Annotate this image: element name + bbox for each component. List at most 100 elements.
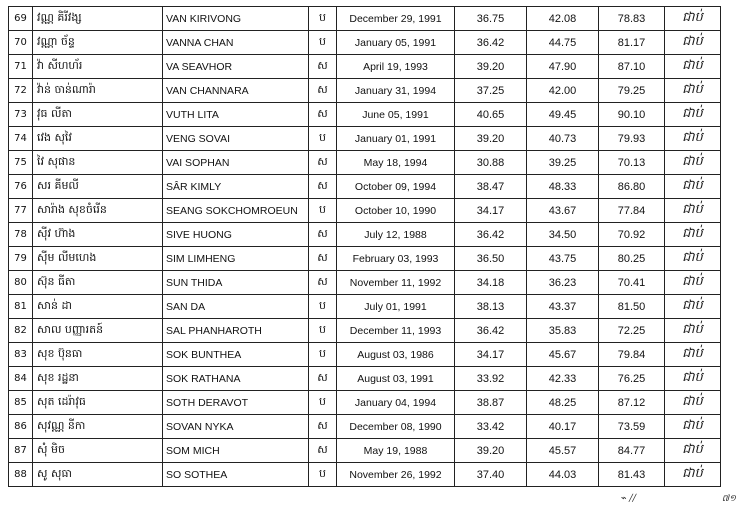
score-1: 34.18: [454, 270, 527, 295]
table-row: 71 វ៉ា សីហហ័រ VA SEAVHOR ស April 19, 1993 39.…: [8, 54, 721, 79]
table-row: 69 វណ្ណ គិរីវង្ស VAN KIRIVONG ប December 29,…: [8, 6, 721, 31]
latin-name: SOK RATHANA: [162, 366, 309, 391]
date-of-birth: November 11, 1992: [336, 270, 455, 295]
date-of-birth: May 18, 1994: [336, 150, 455, 175]
total-score: 70.41: [598, 270, 665, 295]
score-1: 40.65: [454, 102, 527, 127]
result-mark: ជាប់: [664, 198, 721, 223]
score-2: 47.90: [526, 54, 599, 79]
score-2: 44.03: [526, 462, 599, 487]
score-1: 36.50: [454, 246, 527, 271]
table-row: 74 វេង សុវៃ VENG SOVAI ប January 01, 1991 39.…: [8, 126, 721, 151]
khmer-name: ស៊ីវ ហ៊ាង: [32, 222, 163, 247]
result-mark: ជាប់: [664, 246, 721, 271]
results-table: 69 វណ្ណ គិរីវង្ស VAN KIRIVONG ប December 29,…: [8, 6, 721, 487]
latin-name: VENG SOVAI: [162, 126, 309, 151]
table-row: 87 សុំ មិច SOM MICH ស May 19, 1988 39.20 45.57…: [8, 438, 721, 463]
sex: ស: [308, 438, 337, 463]
total-score: 73.59: [598, 414, 665, 439]
khmer-name: វ៉ាន់ ចាន់ណារ៉ា: [32, 78, 163, 103]
table-row: 88 សូ សុធា SO SOTHEA ប November 26, 1992 37.4…: [8, 462, 721, 487]
total-score: 81.43: [598, 462, 665, 487]
date-of-birth: December 08, 1990: [336, 414, 455, 439]
latin-name: VA SEAVHOR: [162, 54, 309, 79]
date-of-birth: January 04, 1994: [336, 390, 455, 415]
score-1: 39.20: [454, 54, 527, 79]
khmer-name: វ៉ា សីហហ័រ: [32, 54, 163, 79]
date-of-birth: July 12, 1988: [336, 222, 455, 247]
sex: ប: [308, 294, 337, 319]
latin-name: SIVE HUONG: [162, 222, 309, 247]
row-number: 74: [8, 126, 33, 151]
total-score: 81.17: [598, 30, 665, 55]
khmer-name: សុខ ប៊ុនធា: [32, 342, 163, 367]
score-2: 48.25: [526, 390, 599, 415]
total-score: 80.25: [598, 246, 665, 271]
score-1: 37.25: [454, 78, 527, 103]
date-of-birth: December 29, 1991: [336, 6, 455, 31]
table-row: 73 វុធ លីតា VUTH LITA ស June 05, 1991 40.65 49…: [8, 102, 721, 127]
score-2: 44.75: [526, 30, 599, 55]
table-row: 75 វៃ សុផាន VAI SOPHAN ស May 18, 1994 30.88 39…: [8, 150, 721, 175]
latin-name: VAN KIRIVONG: [162, 6, 309, 31]
sex: ស: [308, 246, 337, 271]
sex: ប: [308, 390, 337, 415]
result-mark: ជាប់: [664, 342, 721, 367]
khmer-name: សាន់ ដា: [32, 294, 163, 319]
date-of-birth: January 31, 1994: [336, 78, 455, 103]
khmer-name: វេង សុវៃ: [32, 126, 163, 151]
row-number: 78: [8, 222, 33, 247]
score-2: 45.57: [526, 438, 599, 463]
score-2: 43.75: [526, 246, 599, 271]
row-number: 85: [8, 390, 33, 415]
row-number: 70: [8, 30, 33, 55]
result-mark: ជាប់: [664, 390, 721, 415]
row-number: 82: [8, 318, 33, 343]
result-mark: ជាប់: [664, 54, 721, 79]
khmer-name: ស៊ុន ធីតា: [32, 270, 163, 295]
total-score: 87.12: [598, 390, 665, 415]
row-number: 80: [8, 270, 33, 295]
table-row: 72 វ៉ាន់ ចាន់ណារ៉ា VAN CHANNARA ស January 31…: [8, 78, 721, 103]
sex: ស: [308, 78, 337, 103]
row-number: 81: [8, 294, 33, 319]
khmer-name: សុខ រដ្ឋនា: [32, 366, 163, 391]
score-2: 35.83: [526, 318, 599, 343]
total-score: 79.25: [598, 78, 665, 103]
latin-name: SEANG SOKCHOMROEUN: [162, 198, 309, 223]
table-row: 77 សារ៉ាង សុខចំរើន SEANG SOKCHOMROEUN ប Octo…: [8, 198, 721, 223]
score-1: 36.42: [454, 318, 527, 343]
total-score: 90.10: [598, 102, 665, 127]
sex: ស: [308, 414, 337, 439]
sex: ស: [308, 150, 337, 175]
sex: ប: [308, 342, 337, 367]
row-number: 73: [8, 102, 33, 127]
row-number: 76: [8, 174, 33, 199]
score-2: 45.67: [526, 342, 599, 367]
score-1: 36.42: [454, 222, 527, 247]
result-mark: ជាប់: [664, 462, 721, 487]
total-score: 78.83: [598, 6, 665, 31]
score-1: 33.92: [454, 366, 527, 391]
score-2: 36.23: [526, 270, 599, 295]
date-of-birth: February 03, 1993: [336, 246, 455, 271]
total-score: 87.10: [598, 54, 665, 79]
khmer-name: សុំ មិច: [32, 438, 163, 463]
latin-name: VAI SOPHAN: [162, 150, 309, 175]
score-2: 40.17: [526, 414, 599, 439]
result-mark: ជាប់: [664, 6, 721, 31]
khmer-name: វណ្ណ គិរីវង្ស: [32, 6, 163, 31]
total-score: 86.80: [598, 174, 665, 199]
table-row: 70 វណ្ណា ច័ន្ទ VANNA CHAN ប January 05, 1991…: [8, 30, 721, 55]
score-1: 38.47: [454, 174, 527, 199]
sex: ស: [308, 222, 337, 247]
sex: ប: [308, 6, 337, 31]
score-2: 43.37: [526, 294, 599, 319]
score-2: 43.67: [526, 198, 599, 223]
table-row: 76 សរ គីមលី SÂR KIMLY ស October 09, 1994 38.4…: [8, 174, 721, 199]
row-number: 77: [8, 198, 33, 223]
latin-name: SIM LIMHENG: [162, 246, 309, 271]
total-score: 81.50: [598, 294, 665, 319]
sex: ប: [308, 462, 337, 487]
sex: ស: [308, 366, 337, 391]
